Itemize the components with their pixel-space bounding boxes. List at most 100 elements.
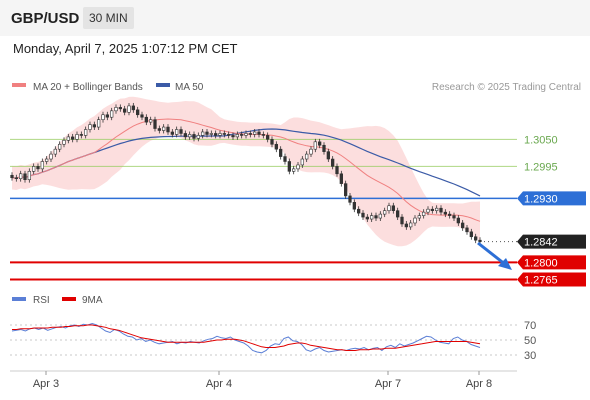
candle <box>248 130 252 138</box>
candle-body-down <box>283 156 287 162</box>
candle-body-up <box>66 136 70 141</box>
candle-body-down <box>240 134 244 136</box>
candle <box>461 220 465 231</box>
candle <box>27 168 31 183</box>
level-tag-bg <box>517 191 586 206</box>
level-tag-bg <box>517 255 586 270</box>
candle-body-up <box>32 166 36 172</box>
candle <box>231 132 235 140</box>
candle <box>352 199 356 213</box>
candle <box>279 146 283 160</box>
candle-body-up <box>84 129 88 136</box>
candle-body-down <box>79 134 83 136</box>
level-label-1.2842: 1.2842 <box>524 237 558 249</box>
candle-body-down <box>448 213 452 216</box>
candle-body-up <box>127 105 131 113</box>
candle <box>136 106 140 118</box>
chart-header: GBP/USD 30 MIN <box>0 0 590 36</box>
candle <box>326 148 330 162</box>
candle-body-up <box>296 164 300 170</box>
candle <box>14 174 18 182</box>
candle <box>261 131 265 139</box>
timeframe-button[interactable]: 30 MIN <box>83 7 134 29</box>
candle <box>305 151 309 162</box>
candle-body-down <box>465 227 469 233</box>
candle <box>296 161 300 172</box>
rsi-tick-label: 70 <box>524 320 536 332</box>
candle <box>192 131 196 142</box>
candle-body-down <box>326 151 330 160</box>
candle-body-down <box>118 107 122 110</box>
candle <box>422 209 426 219</box>
candle <box>166 124 170 135</box>
candle <box>201 129 205 139</box>
candle <box>240 131 244 139</box>
candle <box>387 202 391 214</box>
candle-body-up <box>75 134 79 140</box>
ma50-legend-swatch <box>156 83 170 87</box>
candle-body-up <box>305 153 309 160</box>
x-tick-label: Apr 8 <box>466 378 492 390</box>
candle-body-up <box>149 119 153 123</box>
candle <box>175 126 179 138</box>
candle-body-up <box>19 173 23 180</box>
candle <box>357 206 361 217</box>
candle-body-down <box>270 139 274 145</box>
level-tag-bg <box>517 272 586 287</box>
candle <box>413 215 417 226</box>
candle <box>439 205 443 216</box>
candle <box>71 133 75 143</box>
candle <box>469 228 473 240</box>
candle-body-up <box>426 208 430 213</box>
candle <box>365 214 369 222</box>
candle <box>214 130 218 139</box>
candle-body-up <box>58 143 62 150</box>
candle-body-up <box>101 114 105 120</box>
candle <box>404 221 408 230</box>
candle-body-up <box>53 148 57 155</box>
x-tick-label: Apr 7 <box>375 378 401 390</box>
candle <box>205 129 209 138</box>
candle <box>374 212 378 222</box>
candle <box>448 211 452 219</box>
level-tag-bg <box>517 234 586 249</box>
candle <box>118 104 122 112</box>
candle-body-down <box>279 148 283 157</box>
level-label-1.2995: 1.2995 <box>524 161 558 173</box>
candle <box>417 212 421 222</box>
candle <box>435 205 439 214</box>
level-tag-1.2800: 1.2800 <box>517 255 586 270</box>
candle <box>140 111 144 121</box>
candle-body-up <box>413 217 417 224</box>
candle-body-down <box>23 173 27 180</box>
level-tag-1.2765: 1.2765 <box>517 272 586 287</box>
candle-body-down <box>166 126 170 133</box>
candle-body-up <box>114 107 118 112</box>
candle <box>10 172 14 181</box>
candle <box>66 133 70 144</box>
candle <box>58 141 62 153</box>
candle-body-down <box>274 143 278 150</box>
candle <box>144 114 148 126</box>
candle <box>75 131 79 143</box>
candle <box>114 104 118 114</box>
candle <box>300 156 304 168</box>
candle-body-down <box>357 208 361 214</box>
candle <box>348 192 352 206</box>
candle-body-down <box>92 124 96 128</box>
candle-body-down <box>14 177 18 180</box>
rsi-tick-label: 30 <box>524 350 536 362</box>
ma20-legend-label: MA 20 + Bollinger Bands <box>33 82 143 93</box>
candle <box>465 224 469 235</box>
candle-body-up <box>201 131 205 136</box>
candle <box>443 209 447 218</box>
candle-body-down <box>136 109 140 116</box>
candle-body-down <box>443 211 447 215</box>
candle-body-down <box>105 114 109 118</box>
datetime-label: Monday, April 7, 2025 1:07:12 PM CET <box>13 41 238 56</box>
candle-body-up <box>244 133 248 136</box>
level-label-1.3050: 1.3050 <box>524 134 558 146</box>
candle-body-down <box>361 212 365 218</box>
candle <box>274 141 278 153</box>
